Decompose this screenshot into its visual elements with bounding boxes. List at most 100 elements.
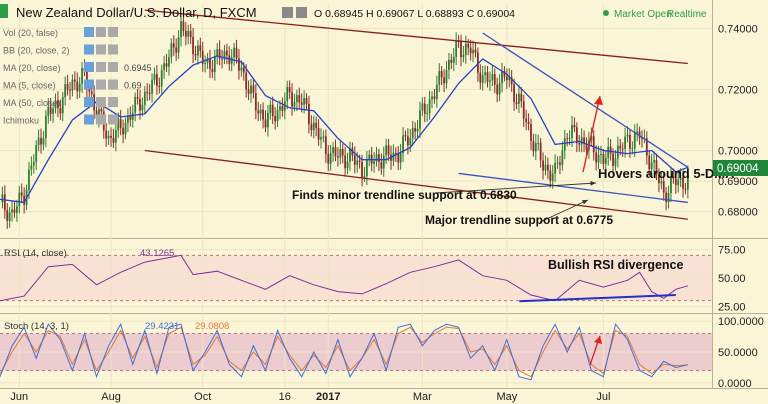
candle-body bbox=[438, 70, 441, 85]
candle-body bbox=[544, 164, 547, 171]
candle-body bbox=[49, 106, 52, 114]
candle-body bbox=[382, 155, 385, 169]
header-toolbar[interactable] bbox=[282, 7, 307, 18]
candle-body bbox=[633, 133, 636, 149]
settings-icon[interactable] bbox=[96, 44, 106, 55]
settings-icon[interactable] bbox=[96, 62, 106, 72]
candle-body bbox=[626, 134, 629, 137]
x-tick-label: 2017 bbox=[316, 391, 340, 403]
close-icon[interactable] bbox=[108, 79, 118, 90]
candle-body bbox=[452, 56, 455, 63]
candle-body bbox=[653, 160, 655, 163]
candle-body bbox=[583, 137, 585, 144]
candle-body bbox=[532, 140, 535, 152]
candle-body bbox=[141, 104, 144, 111]
candle-body bbox=[655, 160, 658, 175]
settings-icon[interactable] bbox=[96, 97, 106, 107]
candle-body bbox=[281, 106, 284, 111]
candle-body bbox=[636, 131, 639, 134]
eye-icon[interactable] bbox=[84, 27, 94, 37]
candle-body bbox=[245, 72, 248, 90]
candle-body bbox=[112, 137, 115, 143]
candle-body bbox=[295, 95, 298, 103]
settings-icon[interactable] bbox=[96, 114, 106, 125]
candle-body bbox=[95, 110, 98, 119]
close-icon[interactable] bbox=[108, 44, 118, 55]
candle-body bbox=[276, 110, 279, 122]
candle-body bbox=[363, 176, 366, 178]
candle-body bbox=[530, 124, 532, 141]
eye-icon[interactable] bbox=[84, 97, 94, 107]
candle-body bbox=[571, 124, 573, 138]
candle-body bbox=[621, 148, 624, 150]
close-icon[interactable] bbox=[108, 114, 118, 125]
candle-body bbox=[496, 84, 499, 95]
candle-body bbox=[259, 109, 262, 114]
candle-body bbox=[52, 108, 54, 114]
bullish-arrow bbox=[582, 95, 601, 173]
close-icon[interactable] bbox=[108, 27, 118, 37]
candle-body bbox=[194, 54, 197, 56]
candle-body bbox=[566, 138, 569, 140]
candle-body bbox=[426, 112, 429, 114]
candle-body bbox=[641, 138, 643, 140]
indicator-label: MA (20, close) bbox=[3, 63, 61, 73]
close-icon[interactable] bbox=[108, 62, 118, 72]
candle-body bbox=[592, 136, 595, 153]
candle-body bbox=[559, 162, 561, 165]
candle-body bbox=[240, 67, 243, 71]
candle-body bbox=[361, 161, 363, 178]
candle-body bbox=[288, 87, 291, 93]
candle-body bbox=[411, 127, 414, 139]
eye-icon[interactable] bbox=[84, 62, 94, 72]
rsi-line bbox=[0, 254, 689, 302]
candle-body bbox=[11, 209, 13, 213]
candle-body bbox=[440, 70, 443, 78]
y-tick-label: 50.0000 bbox=[718, 347, 758, 359]
realtime-label: Realtime bbox=[667, 9, 707, 20]
candle-body bbox=[110, 135, 112, 138]
candle-body bbox=[648, 155, 651, 170]
candle-body bbox=[76, 81, 79, 92]
eye-icon[interactable] bbox=[84, 79, 94, 90]
candle-body bbox=[455, 41, 458, 57]
candle-body bbox=[484, 72, 487, 76]
candle-body bbox=[117, 118, 120, 131]
close-icon[interactable] bbox=[108, 97, 118, 107]
candle-body bbox=[416, 128, 419, 132]
y-tick-label: 75.00 bbox=[718, 245, 746, 257]
candle-body bbox=[44, 116, 47, 139]
settings-icon[interactable] bbox=[96, 79, 106, 90]
ohlc-readout: O 0.68945 H 0.69067 L 0.68893 C 0.69004 bbox=[314, 8, 515, 20]
eye-icon[interactable] bbox=[84, 44, 94, 55]
settings-icon[interactable] bbox=[282, 7, 293, 18]
candle-body bbox=[419, 110, 421, 129]
bullish-arrow-head bbox=[594, 96, 603, 105]
candle-body bbox=[151, 79, 153, 94]
candle-body bbox=[402, 135, 404, 154]
candle-body bbox=[90, 91, 93, 95]
candle-body bbox=[23, 195, 26, 205]
candle-body bbox=[317, 127, 320, 140]
candle-body bbox=[575, 127, 578, 144]
candle-body bbox=[93, 94, 96, 111]
last-price-tag bbox=[713, 160, 768, 176]
candle-body bbox=[119, 118, 122, 129]
candle-body bbox=[192, 37, 194, 55]
candle-body bbox=[279, 106, 281, 111]
y-tick-label: 0.69000 bbox=[718, 176, 758, 188]
candle-body bbox=[339, 148, 342, 158]
candle-body bbox=[18, 192, 21, 207]
candle-body bbox=[247, 89, 250, 94]
settings-icon[interactable] bbox=[96, 27, 106, 37]
add-icon[interactable] bbox=[296, 7, 307, 18]
candle-body bbox=[460, 41, 462, 58]
y-tick-label: 0.68000 bbox=[718, 207, 758, 219]
candle-body bbox=[472, 49, 474, 54]
candle-body bbox=[204, 63, 207, 65]
candle-body bbox=[373, 161, 376, 164]
eye-icon[interactable] bbox=[84, 114, 94, 125]
candle-body bbox=[580, 137, 583, 145]
annotation-hovers: Hovers around 5-DMA bbox=[598, 166, 735, 181]
